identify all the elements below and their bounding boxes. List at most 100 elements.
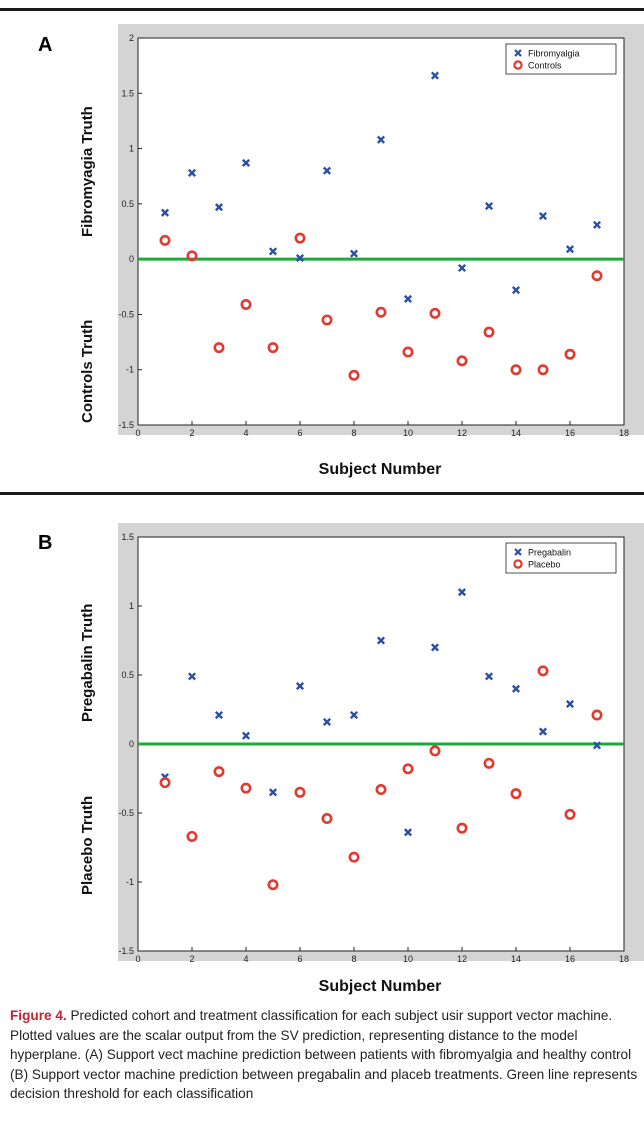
y-tick-label-a: 1.5 — [121, 88, 134, 98]
y-tick-label-b: -1 — [126, 877, 134, 887]
x-tick-label-a: 18 — [619, 428, 629, 438]
legend-b: Pregabalin Placebo — [505, 542, 617, 574]
point-pregabalin — [430, 643, 440, 652]
point-center-placebo — [568, 813, 572, 816]
point-placebo — [186, 830, 198, 842]
point-placebo — [213, 766, 225, 778]
point-fibromyalgia — [430, 71, 440, 80]
point-center-controls — [595, 274, 599, 277]
x-tick-label-b: 8 — [351, 954, 356, 963]
legend-a: Fibromyalgia Controls — [505, 43, 617, 75]
legend-label: Controls — [528, 61, 562, 71]
point-center-placebo — [271, 883, 275, 886]
point-placebo — [321, 813, 333, 825]
point-fibromyalgia — [349, 249, 359, 258]
point-center-placebo — [514, 792, 518, 795]
figure-label: Figure 4. — [10, 1008, 67, 1023]
point-center-controls — [217, 346, 221, 349]
point-fibromyalgia — [403, 294, 413, 303]
point-placebo — [564, 808, 576, 820]
point-center-controls — [406, 350, 410, 354]
point-placebo — [348, 851, 360, 863]
x-tick-label-b: 0 — [135, 954, 140, 963]
point-center-placebo — [244, 787, 248, 790]
point-fibromyalgia — [160, 208, 170, 217]
point-fibromyalgia — [376, 135, 386, 144]
point-fibromyalgia — [268, 247, 278, 256]
x-tick-label-b: 4 — [243, 954, 248, 963]
panel-b: B Pregabalin Truth Placebo Truth 0 2 4 6 8 10… — [0, 495, 644, 1005]
y-tick-label-a: 0.5 — [121, 199, 134, 209]
point-pregabalin — [187, 672, 197, 681]
y-tick-label-a: -0.5 — [118, 309, 134, 319]
point-controls — [213, 342, 225, 354]
legend-marker — [514, 49, 522, 57]
x-tick-label-a: 2 — [189, 428, 194, 438]
point-center-controls — [163, 239, 167, 242]
point-placebo — [456, 822, 468, 834]
scatter-chart-b: 0 2 4 6 8 10 12 14 16 18 -1.5 -1 -0.5 0 0.5 1 1.5 Pregaba… — [118, 523, 644, 963]
y-tick-label-b: -0.5 — [118, 808, 134, 818]
x-tick-label-a: 16 — [565, 428, 575, 438]
point-center-placebo — [433, 749, 437, 752]
point-pregabalin — [214, 710, 224, 720]
point-controls — [456, 355, 468, 367]
point-placebo — [429, 745, 441, 757]
point-controls — [267, 342, 279, 354]
point-placebo — [537, 665, 549, 677]
point-placebo — [375, 784, 387, 796]
point-pregabalin — [376, 636, 386, 645]
point-fibromyalgia — [538, 211, 548, 221]
point-placebo — [294, 786, 306, 798]
point-center-controls — [352, 374, 356, 377]
point-fibromyalgia — [484, 202, 494, 211]
point-placebo — [591, 709, 603, 721]
point-controls — [186, 250, 198, 262]
y-tick-label-a: 2 — [129, 33, 134, 43]
point-center-placebo — [487, 762, 491, 765]
x-tick-label-b: 6 — [297, 954, 302, 963]
point-placebo — [159, 777, 171, 789]
x-axis-label-b: Subject Number — [318, 978, 442, 995]
point-controls — [240, 298, 252, 310]
point-center-controls — [460, 359, 464, 362]
point-controls — [429, 307, 441, 319]
point-center-placebo — [325, 817, 329, 820]
x-tick-label-b: 14 — [511, 954, 521, 963]
point-center-placebo — [460, 827, 464, 830]
point-fibromyalgia — [511, 286, 521, 295]
point-pregabalin — [295, 681, 305, 691]
point-fibromyalgia — [241, 158, 251, 167]
x-tick-label-a: 4 — [243, 428, 248, 438]
x-tick-label-a: 6 — [297, 428, 302, 438]
middle-rule — [0, 492, 644, 495]
point-controls — [402, 346, 414, 358]
point-center-controls — [514, 368, 518, 371]
point-controls — [510, 364, 522, 376]
point-center-placebo — [163, 781, 167, 784]
point-center-placebo — [595, 713, 599, 717]
point-pregabalin — [241, 731, 251, 740]
point-placebo — [510, 788, 522, 800]
legend-label: Pregabalin — [528, 548, 571, 558]
figure-caption: Figure 4. Predicted cohort and treatment… — [10, 1006, 642, 1104]
y-tick-label-b: -1.5 — [118, 946, 134, 956]
legend-label: Placebo — [528, 560, 561, 570]
panel-letter-a: A — [38, 34, 53, 56]
panel-letter-b: B — [38, 532, 53, 554]
plot-area-a — [137, 37, 625, 426]
legend-marker — [513, 559, 523, 569]
scatter-chart-a: 0 2 4 6 8 10 12 14 16 18 -1.5 -1 -0.5 0 0.5 1 1.5 2 Fibrom… — [118, 24, 644, 438]
point-center-controls — [298, 237, 302, 240]
point-placebo — [402, 763, 414, 775]
y-tick-label-b: 0.5 — [121, 670, 134, 680]
point-center-placebo — [298, 791, 302, 794]
point-center-controls — [271, 346, 275, 349]
point-center-controls — [379, 311, 383, 314]
point-pregabalin — [403, 828, 413, 837]
point-controls — [375, 306, 387, 318]
point-pregabalin — [511, 684, 521, 693]
point-fibromyalgia — [322, 166, 332, 175]
y-tick-label-b: 1 — [129, 601, 134, 611]
